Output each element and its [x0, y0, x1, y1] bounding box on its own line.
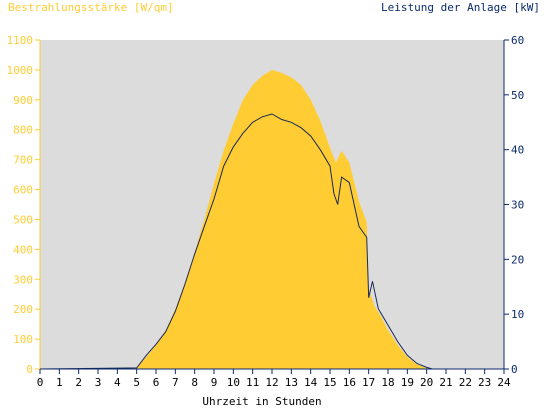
x-axis-tick-label: 17: [362, 376, 375, 389]
right-axis-tick-label: 60: [511, 34, 524, 47]
x-axis-tick-label: 10: [227, 376, 240, 389]
left-axis-tick-label: 700: [13, 154, 33, 167]
left-axis-tick-label: 200: [13, 303, 33, 316]
power-line: [39, 113, 504, 370]
right-axis-tick-label: 50: [511, 89, 524, 102]
right-axis-tick-label: 30: [511, 199, 524, 212]
left-axis-tick-label: 1100: [7, 34, 34, 47]
x-axis-tick-label: 8: [191, 376, 198, 389]
x-axis-tick-label: 22: [459, 376, 472, 389]
x-axis-tick-label: 23: [478, 376, 491, 389]
right-axis-title: Leistung der Anlage [kW]: [381, 1, 540, 14]
x-axis-tick-label: 11: [246, 376, 259, 389]
x-axis-tick-label: 3: [95, 376, 102, 389]
left-axis-title: Bestrahlungsstärke [W/qm]: [8, 1, 174, 14]
right-axis-tick-label: 20: [511, 253, 524, 266]
left-axis-tick-label: 1000: [7, 64, 34, 77]
x-axis-tick-label: 13: [285, 376, 298, 389]
left-axis-tick-label: 500: [13, 213, 33, 226]
x-axis-tick-label: 16: [343, 376, 356, 389]
x-axis-tick-label: 20: [420, 376, 433, 389]
left-axis-tick-label: 900: [13, 94, 33, 107]
left-axis-tick-label: 600: [13, 184, 33, 197]
left-axis-tick-label: 400: [13, 243, 33, 256]
right-axis-tick-label: 40: [511, 144, 524, 157]
x-axis-tick-label: 14: [304, 376, 318, 389]
x-axis-tick-label: 0: [37, 376, 44, 389]
x-axis-tick-label: 5: [133, 376, 140, 389]
x-axis-tick-label: 15: [323, 376, 336, 389]
x-axis-tick-label: 2: [75, 376, 82, 389]
x-axis-tick-label: 24: [497, 376, 511, 389]
x-axis-label: Uhrzeit in Stunden: [202, 395, 321, 408]
irradiance-area: [136, 69, 433, 370]
left-axis-tick-label: 0: [26, 363, 33, 376]
x-axis-tick-label: 4: [114, 376, 121, 389]
left-axis-tick-label: 100: [13, 333, 33, 346]
left-axis-tick-label: 300: [13, 273, 33, 286]
x-axis-tick-label: 19: [401, 376, 414, 389]
x-axis-tick-label: 12: [265, 376, 278, 389]
right-axis-tick-label: 10: [511, 308, 524, 321]
x-axis-tick-label: 9: [211, 376, 218, 389]
x-axis-tick-label: 21: [439, 376, 452, 389]
x-axis-tick-label: 6: [153, 376, 160, 389]
x-axis-tick-label: 18: [381, 376, 394, 389]
right-axis-tick-label: 0: [511, 363, 518, 376]
left-axis-tick-label: 800: [13, 124, 33, 137]
x-axis-tick-label: 7: [172, 376, 179, 389]
x-axis-tick-label: 1: [56, 376, 63, 389]
